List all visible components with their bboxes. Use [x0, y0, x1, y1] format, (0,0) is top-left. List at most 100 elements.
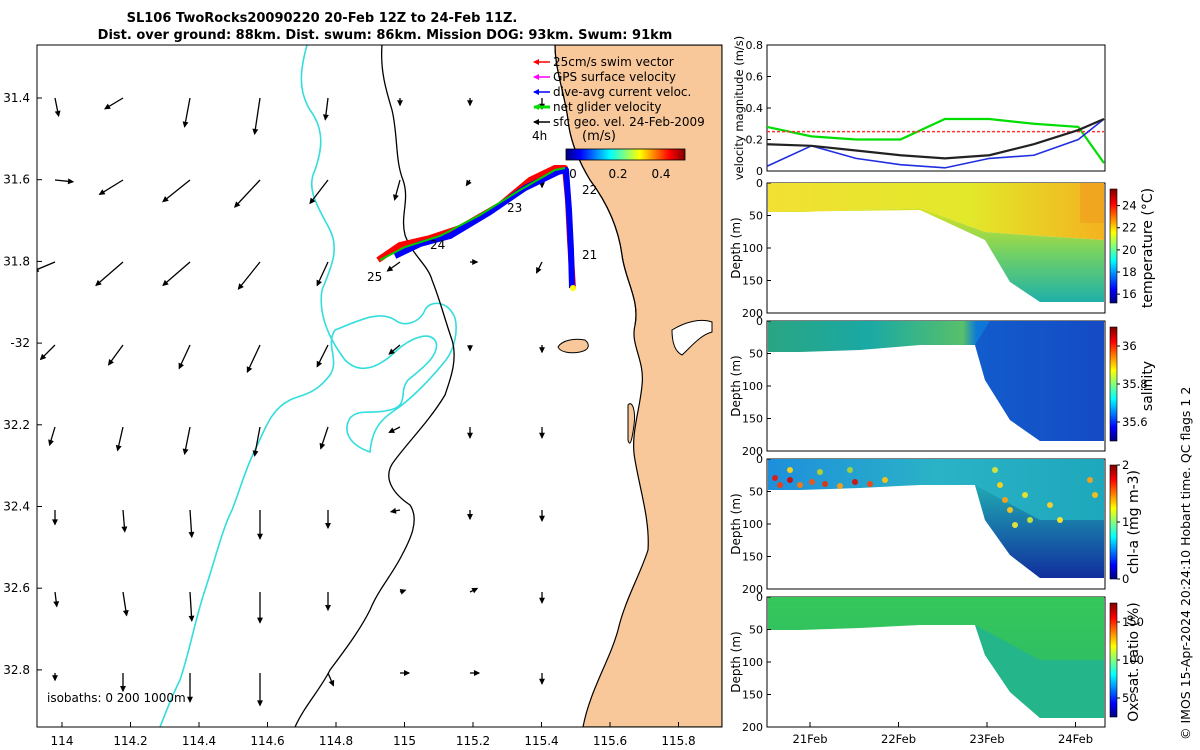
- geo-arrow-head: [389, 507, 397, 514]
- chla-point: [777, 482, 783, 488]
- oxygen-colorbar: [1109, 602, 1118, 718]
- track-green: [379, 167, 566, 261]
- temperature-colorbar: [1109, 188, 1118, 304]
- chla-point: [772, 475, 778, 481]
- geo-arrow-head: [316, 360, 323, 368]
- chla-point: [1087, 477, 1093, 483]
- chla-point: [847, 467, 853, 473]
- temp-warm-patch: [1080, 183, 1104, 223]
- colorbar-tick-label: 36: [1122, 339, 1137, 353]
- velocity-series-line: [766, 118, 1105, 169]
- geo-velocity-arrows: [37, 97, 545, 707]
- geo-arrow-head: [473, 670, 481, 676]
- map-xtick-label: 114.2: [113, 734, 147, 748]
- depth-tick-label: 50: [749, 348, 763, 361]
- map-xtick-label: 115.2: [456, 734, 490, 748]
- geo-arrow-head: [120, 685, 126, 693]
- map-xtick-label: 114: [51, 734, 74, 748]
- geo-arrow-head: [536, 266, 542, 274]
- chla-point: [1012, 522, 1018, 528]
- imos-footer: © IMOS 15-Apr-2024 20:24:10 Hobart time.…: [1178, 387, 1193, 740]
- oxygen-panel: 50 100 150 Ox. sat. ratio (%): [766, 596, 1144, 728]
- oxygen-colorbar-ticks: 50 100 150: [1117, 615, 1144, 705]
- velocity-series-line: [766, 118, 1105, 160]
- colorbar-tick-label: 35.6: [1122, 415, 1148, 429]
- chla-point: [837, 483, 843, 489]
- depth-tick-label: 100: [742, 656, 763, 669]
- geo-arrow-head: [52, 519, 58, 526]
- geo-arrow-head: [187, 696, 193, 703]
- map-ytick-label: 31.4: [3, 91, 30, 105]
- geo-arrow-head: [104, 103, 111, 110]
- salinity-colorbar: [1109, 326, 1118, 442]
- depth-tick-label: 100: [742, 242, 763, 255]
- chla-point: [882, 477, 888, 483]
- depth-tick-label: 50: [749, 624, 763, 637]
- chla-point: [992, 467, 998, 473]
- geo-arrow-head: [467, 513, 473, 521]
- date-tick-label: 21Feb: [793, 732, 828, 746]
- geo-arrow-head: [95, 279, 102, 287]
- oxygen-label: Ox. sat. ratio (%): [1126, 602, 1142, 721]
- geo-arrow-head: [107, 359, 114, 366]
- colorbar-tick-2: 0.4: [651, 167, 670, 181]
- day-label-25: 25: [367, 270, 382, 284]
- geo-arrow-head: [539, 597, 545, 604]
- geo-arrow-head: [122, 610, 129, 617]
- geo-arrow-head: [471, 587, 479, 594]
- velocity-y-ticks: 0 0.2 0.4 0.6 0.8: [746, 39, 771, 178]
- temperature-colorbar-ticks: 16 18 20 22 24: [1117, 199, 1137, 301]
- velocity-axes-box: [766, 44, 1106, 172]
- chla-high-points: [772, 467, 1098, 528]
- geo-arrow-head: [52, 675, 58, 682]
- figure-title-line2: Dist. over ground: 88km. Dist. swum: 86k…: [98, 28, 673, 43]
- chla-deep: [975, 485, 1104, 578]
- geo-arrow-head: [539, 432, 545, 439]
- velocity-ylabel: velocity magnitude (m/s): [732, 36, 746, 181]
- geo-arrow-head: [322, 114, 329, 121]
- map-ytick-label: 32.4: [3, 500, 30, 514]
- geo-arrow: [95, 261, 124, 286]
- depth-tick-label: 100: [742, 518, 763, 531]
- salinity-label: salinity: [1140, 361, 1156, 411]
- legend-label: net glider velocity: [553, 100, 661, 114]
- speed-colorbar: [565, 148, 686, 161]
- salinity-panel: 35.6 35.8 36 salinity: [766, 320, 1156, 452]
- temperature-panel: 16 18 20 22 24 temperature (°C): [766, 182, 1156, 314]
- geo-arrow-head: [252, 128, 259, 136]
- colorbar-tick-label: 22: [1122, 221, 1137, 235]
- legend-arrowhead: [533, 119, 539, 125]
- garden-island: [627, 403, 635, 444]
- geo-arrow-head: [539, 347, 545, 354]
- depth-tick-label: 100: [742, 380, 763, 393]
- time-scale-label: 4h: [532, 129, 547, 143]
- velocity-panel: 0 0.2 0.4 0.6 0.8 velocity magnitude (m/s): [732, 36, 1106, 181]
- isobath-label: isobaths: 0 200 1000m: [47, 691, 186, 705]
- map-xtick-label: 114.4: [182, 734, 216, 748]
- map-xtick-label: 114.8: [319, 734, 353, 748]
- legend-label: dive-avg current veloc.: [553, 85, 691, 99]
- chla-point: [997, 482, 1003, 488]
- depth-tick-label: 150: [742, 689, 763, 702]
- chla-point: [787, 477, 793, 483]
- geo-arrow-head: [178, 362, 184, 370]
- geo-arrow-head: [182, 448, 189, 456]
- map-panel: 22 23 24 25 21 isobaths: 0 200 1000m 114…: [3, 44, 723, 748]
- geo-arrow-head: [397, 100, 403, 107]
- colorbar-tick-1: 0.2: [608, 167, 627, 181]
- vel-ytick-label: 0.8: [746, 39, 764, 52]
- map-xtick-label: 115.8: [661, 734, 695, 748]
- map-ytick-label: 32.2: [3, 418, 30, 432]
- chla-label: chl-a (mg m-3): [1126, 470, 1142, 574]
- geo-arrow-head: [325, 604, 331, 612]
- geo-arrow-head: [386, 265, 394, 272]
- depth-tick-label: 150: [742, 275, 763, 288]
- geo-arrow: [234, 179, 261, 208]
- geo-arrow-head: [316, 279, 322, 287]
- geo-arrow-head: [188, 615, 195, 622]
- temperature-deep: [768, 208, 1104, 302]
- date-tick-label: 24Feb: [1058, 732, 1093, 746]
- geo-arrow-head: [115, 444, 122, 452]
- geo-arrow-head: [246, 366, 253, 374]
- map-xtick-label: 114.6: [250, 734, 284, 748]
